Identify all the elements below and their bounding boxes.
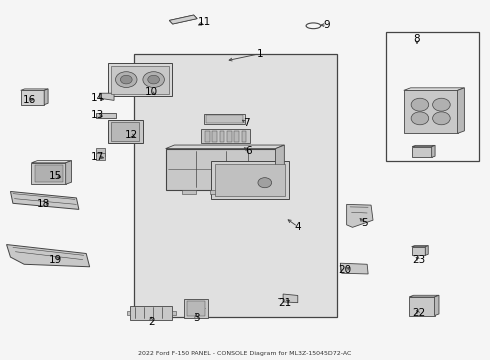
- Polygon shape: [21, 89, 48, 90]
- Text: 21: 21: [278, 298, 292, 308]
- Text: 13: 13: [91, 111, 104, 121]
- Bar: [210, 190, 223, 194]
- Text: 23: 23: [412, 255, 425, 265]
- Circle shape: [148, 75, 159, 84]
- Polygon shape: [97, 113, 116, 118]
- Bar: [206, 116, 244, 123]
- Polygon shape: [435, 295, 439, 316]
- Circle shape: [433, 112, 450, 125]
- Polygon shape: [340, 263, 368, 274]
- Bar: [111, 122, 140, 141]
- Polygon shape: [10, 192, 79, 210]
- Bar: [187, 301, 205, 316]
- Bar: [220, 131, 224, 141]
- Polygon shape: [44, 89, 48, 105]
- Bar: [412, 147, 432, 157]
- Text: 5: 5: [362, 218, 368, 228]
- Polygon shape: [432, 145, 435, 157]
- Polygon shape: [66, 161, 72, 184]
- Text: 18: 18: [37, 199, 50, 210]
- Text: 19: 19: [49, 255, 62, 265]
- Polygon shape: [6, 244, 90, 267]
- Bar: [21, 90, 44, 105]
- Text: 1: 1: [256, 49, 263, 59]
- Bar: [234, 131, 239, 141]
- Bar: [242, 131, 246, 141]
- Bar: [412, 247, 425, 255]
- Bar: [184, 298, 208, 318]
- Text: 8: 8: [414, 35, 420, 44]
- Text: 20: 20: [339, 265, 352, 275]
- Bar: [108, 120, 143, 143]
- Circle shape: [411, 112, 429, 125]
- Polygon shape: [404, 88, 465, 90]
- Circle shape: [143, 72, 164, 87]
- Bar: [211, 161, 289, 199]
- Polygon shape: [409, 295, 439, 297]
- Text: 3: 3: [193, 313, 199, 323]
- Text: 17: 17: [91, 152, 104, 162]
- Polygon shape: [425, 246, 428, 255]
- Bar: [404, 90, 458, 134]
- Text: 7: 7: [243, 118, 250, 128]
- Bar: [31, 163, 66, 184]
- Bar: [409, 297, 435, 316]
- Text: 16: 16: [23, 95, 36, 105]
- Bar: [126, 311, 130, 315]
- Bar: [227, 131, 232, 141]
- Text: 22: 22: [412, 309, 425, 318]
- Bar: [237, 190, 251, 194]
- Polygon shape: [283, 294, 298, 303]
- Bar: [386, 32, 479, 161]
- Bar: [108, 63, 172, 96]
- Bar: [205, 131, 210, 141]
- Polygon shape: [169, 15, 197, 24]
- Text: 12: 12: [125, 130, 138, 140]
- Polygon shape: [412, 246, 428, 247]
- Polygon shape: [31, 161, 72, 163]
- Polygon shape: [412, 145, 435, 147]
- Polygon shape: [99, 93, 114, 100]
- Bar: [166, 149, 275, 190]
- Text: 11: 11: [198, 17, 212, 27]
- Polygon shape: [96, 153, 105, 160]
- Bar: [182, 190, 196, 194]
- Bar: [212, 131, 217, 141]
- Circle shape: [433, 98, 450, 111]
- Polygon shape: [96, 148, 105, 156]
- Text: 10: 10: [145, 87, 158, 97]
- Text: 14: 14: [91, 93, 104, 103]
- Text: 15: 15: [49, 171, 62, 181]
- Circle shape: [116, 72, 137, 87]
- Text: 6: 6: [245, 145, 252, 156]
- Polygon shape: [166, 145, 284, 149]
- Ellipse shape: [306, 23, 321, 29]
- Text: 2022 Ford F-150 PANEL - CONSOLE Diagram for ML3Z-15045D72-AC: 2022 Ford F-150 PANEL - CONSOLE Diagram …: [138, 351, 352, 356]
- Circle shape: [411, 98, 429, 111]
- Text: 2: 2: [148, 317, 154, 327]
- Bar: [35, 165, 63, 182]
- Bar: [172, 311, 176, 315]
- Polygon shape: [346, 204, 373, 227]
- Bar: [201, 129, 250, 143]
- Circle shape: [258, 178, 271, 188]
- Bar: [134, 54, 337, 317]
- Bar: [204, 114, 245, 124]
- Bar: [215, 164, 285, 196]
- Polygon shape: [169, 15, 197, 24]
- Text: 4: 4: [294, 222, 301, 231]
- Bar: [111, 66, 169, 94]
- Polygon shape: [275, 145, 284, 190]
- Circle shape: [121, 75, 132, 84]
- Bar: [130, 306, 172, 320]
- Polygon shape: [458, 88, 465, 134]
- Text: 9: 9: [324, 20, 330, 30]
